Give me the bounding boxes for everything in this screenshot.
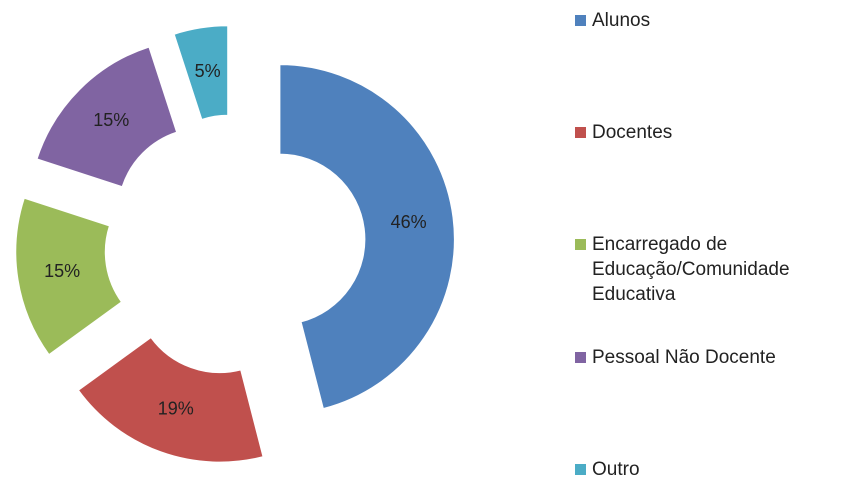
donut-slice bbox=[14, 197, 123, 356]
data-label: 15% bbox=[93, 110, 129, 130]
legend-item: Alunos bbox=[575, 8, 843, 33]
legend-item: Pessoal Não Docente bbox=[575, 345, 843, 370]
donut-slice bbox=[35, 45, 178, 188]
legend-item: Outro bbox=[575, 457, 843, 482]
legend-label: Outro bbox=[592, 459, 640, 480]
legend-label: Pessoal Não Docente bbox=[592, 347, 776, 368]
legend-item: Encarregado de Educação/Comunidade Educa… bbox=[575, 232, 843, 307]
legend-swatch bbox=[575, 127, 586, 138]
legend-swatch bbox=[575, 239, 586, 250]
data-label: 5% bbox=[195, 61, 221, 81]
legend-item: Docentes bbox=[575, 120, 843, 145]
data-label: 46% bbox=[391, 212, 427, 232]
legend-label: Alunos bbox=[592, 10, 651, 31]
legend-label: Encarregado de Educação/Comunidade Educa… bbox=[592, 234, 790, 305]
donut-slice bbox=[77, 336, 265, 464]
donut-slice bbox=[278, 63, 456, 410]
legend-swatch bbox=[575, 464, 586, 475]
legend-label: Docentes bbox=[592, 122, 673, 143]
legend-swatch bbox=[575, 352, 586, 363]
donut-slice bbox=[172, 24, 229, 121]
data-label: 19% bbox=[158, 398, 194, 418]
legend-swatch bbox=[575, 15, 586, 26]
data-label: 15% bbox=[44, 261, 80, 281]
